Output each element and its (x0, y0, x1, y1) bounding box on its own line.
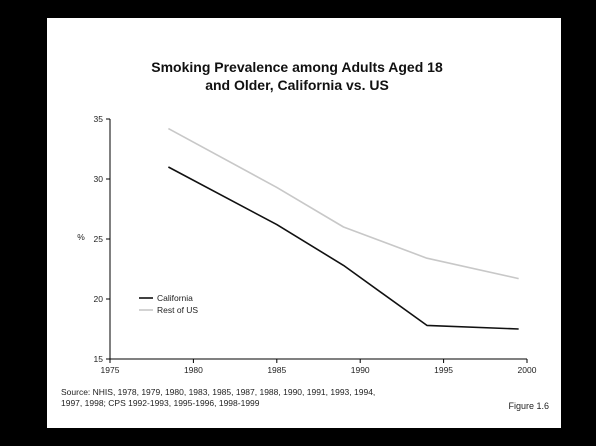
x-tick-label: 1990 (351, 365, 370, 375)
axes: 15 20 25 30 35 1975 1980 1985 1990 1995 2000 (94, 114, 537, 375)
x-tick-label: 1985 (267, 365, 286, 375)
y-axis-label: % (77, 232, 85, 242)
y-tick-label: 25 (94, 234, 104, 244)
source-note: Source: NHIS, 1978, 1979, 1980, 1983, 19… (61, 387, 376, 408)
x-tick-label: 1980 (184, 365, 203, 375)
chart-slide: Smoking Prevalence among Adults Aged 18 … (47, 18, 561, 428)
series-layer (167, 127, 519, 330)
x-tick-label: 2000 (518, 365, 537, 375)
legend-label: Rest of US (157, 305, 198, 315)
x-tick-label: 1975 (101, 365, 120, 375)
chart-title-line1: Smoking Prevalence among Adults Aged 18 (151, 59, 443, 75)
y-tick-label: 15 (94, 354, 104, 364)
series-line-california (168, 166, 519, 330)
legend-label: California (157, 293, 193, 303)
y-tick-label: 35 (94, 114, 104, 124)
legend: California Rest of US (139, 293, 198, 315)
line-chart: Smoking Prevalence among Adults Aged 18 … (77, 59, 537, 375)
y-tick-label: 20 (94, 294, 104, 304)
chart-title-line2: and Older, California vs. US (205, 77, 389, 93)
figure-label: Figure 1.6 (508, 401, 549, 411)
y-tick-label: 30 (94, 174, 104, 184)
series-line-rest-of-us (167, 127, 519, 280)
x-tick-label: 1995 (434, 365, 453, 375)
